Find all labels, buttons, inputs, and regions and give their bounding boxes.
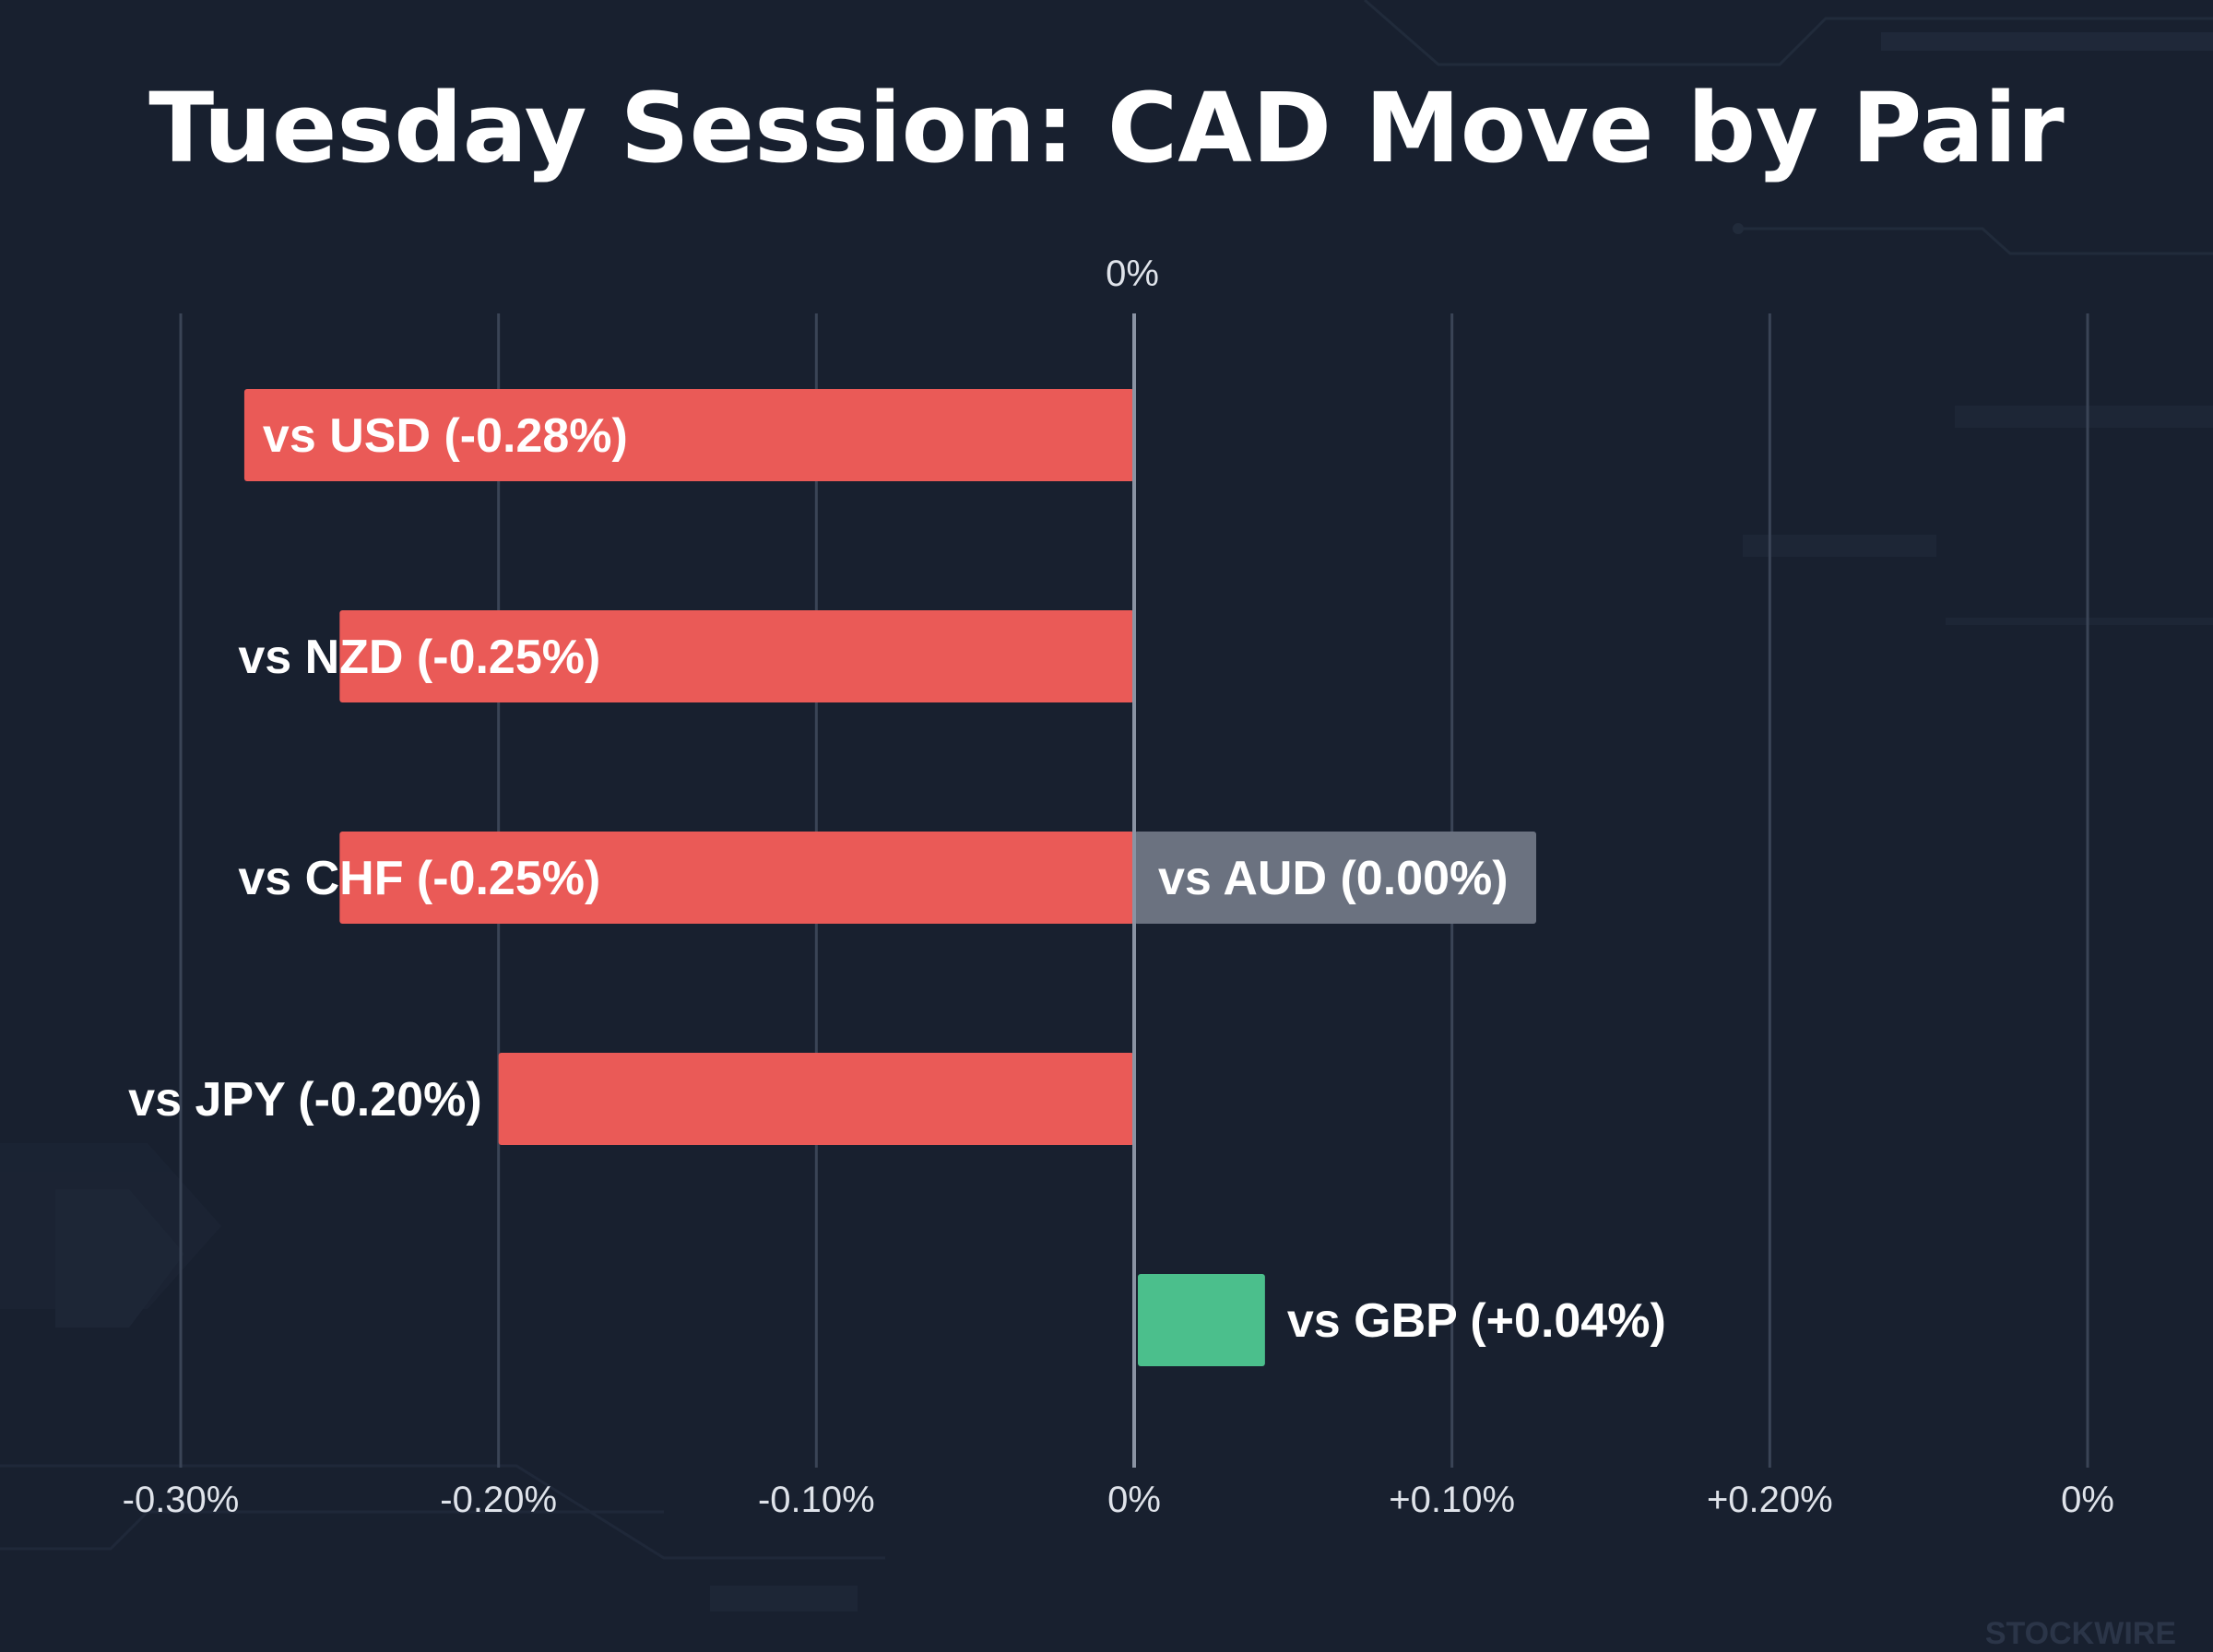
x-axis-ticks: -0.30% -0.20% -0.10% 0% +0.10% +0.20% 0% <box>123 1480 2114 1520</box>
chart-title: Tuesday Session: CAD Move by Pair <box>148 72 2064 184</box>
x-tick-label: -0.30% <box>123 1480 240 1520</box>
bar-label: vs CHF (-0.25%) <box>238 852 600 905</box>
x-tick-label: 0% <box>1107 1480 1161 1520</box>
x-tick-label: -0.10% <box>758 1480 875 1520</box>
bar-vs-usd <box>243 389 1134 481</box>
bar-label: vs GBP (+0.04%) <box>1287 1294 1666 1348</box>
bar-label: vs NZD (-0.25%) <box>238 631 600 684</box>
x-tick-label: -0.20% <box>440 1480 557 1520</box>
bar-label: vs JPY (-0.20%) <box>128 1073 481 1127</box>
bars <box>243 389 1536 1366</box>
watermark-logo: STOCKWIRE <box>1985 1616 2176 1651</box>
top-zero-label: 0% <box>1106 254 1159 294</box>
grid-lines <box>179 313 2089 1468</box>
background-decoration <box>0 0 2213 1560</box>
x-tick-label: +0.10% <box>1389 1480 1515 1520</box>
bar-vs-aud <box>1134 832 1536 924</box>
bar-vs-jpy <box>498 1053 1134 1145</box>
bar-label: vs USD (-0.28%) <box>263 409 628 463</box>
bar-vs-nzd <box>339 610 1134 702</box>
bar-labels: vs USD (-0.28%) vs NZD (-0.25%) vs CHF (-0… <box>128 409 1666 1348</box>
bar-vs-gbp <box>1138 1274 1265 1366</box>
x-tick-label: +0.20% <box>1707 1480 1833 1520</box>
x-tick-label: 0% <box>2061 1480 2114 1520</box>
bar-vs-chf <box>339 832 1134 924</box>
bar-label: vs AUD (0.00%) <box>1158 852 1509 905</box>
